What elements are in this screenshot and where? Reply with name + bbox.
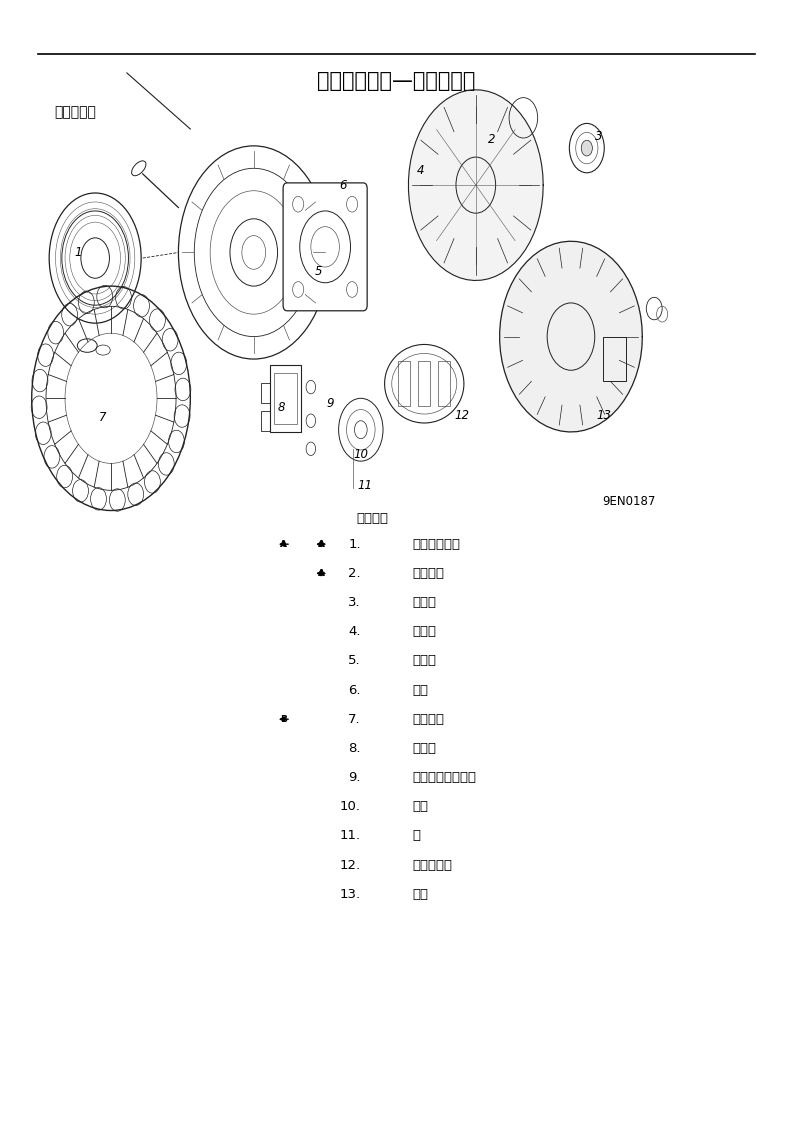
Text: 11.: 11. <box>339 829 361 843</box>
Text: 10: 10 <box>354 448 368 461</box>
Circle shape <box>581 140 592 156</box>
Text: 3: 3 <box>595 130 603 144</box>
Text: 10.: 10. <box>340 800 361 813</box>
Text: 1.: 1. <box>348 537 361 551</box>
Text: B: B <box>281 715 287 724</box>
Text: 7.: 7. <box>348 712 361 726</box>
Bar <box>270 365 301 432</box>
Text: A: A <box>318 569 324 578</box>
Text: 解体步骤: 解体步骤 <box>357 512 389 525</box>
Text: 定子组件: 定子组件 <box>412 712 444 726</box>
Text: 8.: 8. <box>348 742 361 755</box>
Text: 6.: 6. <box>348 683 361 697</box>
Polygon shape <box>500 241 642 432</box>
Text: 12.: 12. <box>339 858 361 872</box>
Text: 4.: 4. <box>348 625 361 638</box>
Text: 发电机皮带轮: 发电机皮带轮 <box>412 537 461 551</box>
Text: 9: 9 <box>327 397 335 411</box>
Text: 12: 12 <box>454 408 469 422</box>
Text: 调节器及电刷支架: 调节器及电刷支架 <box>412 771 477 784</box>
Bar <box>439 361 450 406</box>
Text: A: A <box>318 540 324 549</box>
Text: 整流器组件: 整流器组件 <box>412 858 452 872</box>
Text: 前盖: 前盖 <box>412 683 428 697</box>
Bar <box>419 361 431 406</box>
Bar <box>274 373 297 424</box>
Text: 13.: 13. <box>339 888 361 901</box>
Text: 2.: 2. <box>348 567 361 580</box>
Text: 后轴承: 后轴承 <box>412 596 436 609</box>
Text: 8: 8 <box>278 401 285 414</box>
Text: 转子组件: 转子组件 <box>412 567 444 580</box>
Text: 环: 环 <box>412 829 420 843</box>
Text: A: A <box>281 540 287 549</box>
Text: 轴承座: 轴承座 <box>412 625 436 638</box>
Polygon shape <box>408 90 543 280</box>
Text: 7: 7 <box>99 411 107 424</box>
Bar <box>261 383 270 403</box>
Text: 解体与组装: 解体与组装 <box>54 105 96 119</box>
Text: 9EN0187: 9EN0187 <box>603 495 656 508</box>
Text: 3.: 3. <box>348 596 361 609</box>
Text: 5.: 5. <box>348 654 361 668</box>
Bar <box>261 411 270 431</box>
Text: 5: 5 <box>315 265 323 278</box>
Bar <box>399 361 411 406</box>
Text: 11: 11 <box>358 479 372 493</box>
Text: 后盖: 后盖 <box>412 888 428 901</box>
Text: 固定板: 固定板 <box>412 742 436 755</box>
Text: 6: 6 <box>339 178 347 192</box>
Text: 2: 2 <box>488 132 496 146</box>
FancyBboxPatch shape <box>283 183 367 311</box>
Text: 前轴承: 前轴承 <box>412 654 436 668</box>
Text: 13: 13 <box>597 408 611 422</box>
Bar <box>603 337 626 381</box>
Text: 4: 4 <box>416 164 424 177</box>
Text: 9.: 9. <box>348 771 361 784</box>
Text: 決车维修说明—交流发电机: 決车维修说明—交流发电机 <box>317 71 476 91</box>
Text: 电刷: 电刷 <box>412 800 428 813</box>
Text: 1: 1 <box>74 246 82 259</box>
